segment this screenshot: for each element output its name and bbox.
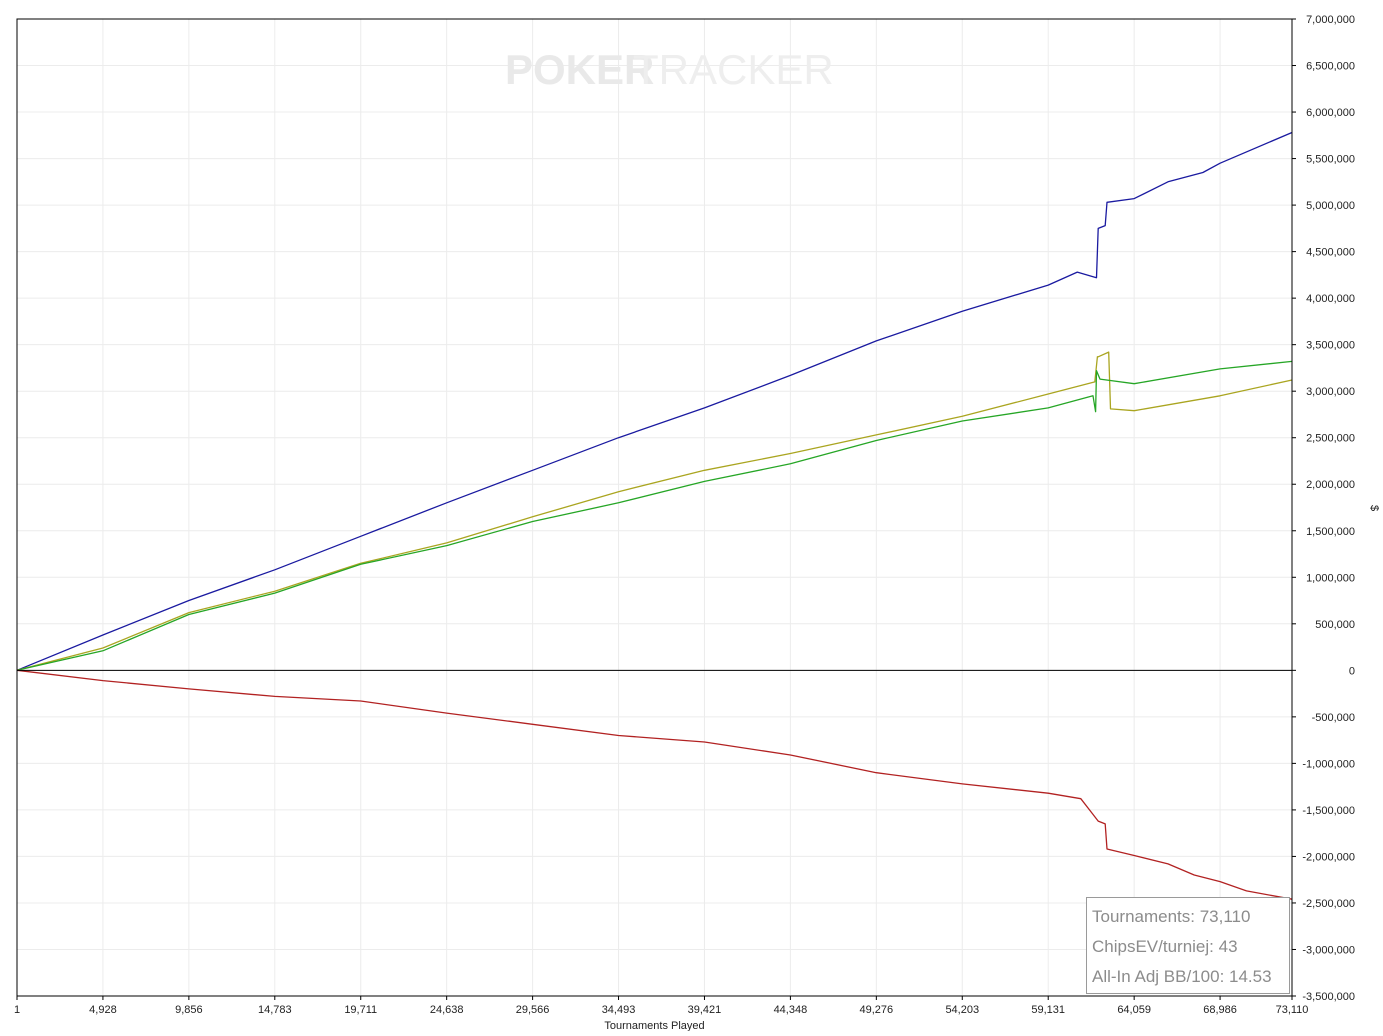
series-lines [16, 131, 1293, 900]
y-tick-label: 5,500,000 [1306, 154, 1355, 166]
x-tick-label: 4,928 [89, 1004, 117, 1016]
y-tick-label: 500,000 [1315, 619, 1355, 631]
x-tick-label: 54,203 [945, 1004, 979, 1016]
x-tick-label: 44,348 [774, 1004, 808, 1016]
series-line-2 [16, 351, 1293, 671]
stats-box: Tournaments: 73,110 ChipsEV/turniej: 43 … [1086, 897, 1290, 994]
x-tick-label: 59,131 [1031, 1004, 1065, 1016]
x-tick-label: 29,566 [516, 1004, 550, 1016]
x-tick-label: 14,783 [258, 1004, 292, 1016]
series-line-3 [16, 360, 1293, 671]
grid [16, 18, 1293, 997]
y-tick-label: 3,000,000 [1306, 386, 1355, 398]
x-tick-label: 1 [14, 1004, 20, 1016]
stat-allin-adj: All-In Adj BB/100: 14.53 [1092, 967, 1272, 986]
watermark-text-poker: POKER [505, 46, 654, 93]
axes: 1 4,928 9,856 14,783 19,711 24,638 29,566 34,49… [14, 14, 1355, 1016]
y-tick-label: 3,500,000 [1306, 340, 1355, 352]
x-axis-title: Tournaments Played [604, 1020, 704, 1031]
y-tick-label: 1,000,000 [1306, 572, 1355, 584]
y-tick-label: 7,000,000 [1306, 14, 1355, 26]
y-tick-label: 4,500,000 [1306, 247, 1355, 259]
x-tick-label: 64,059 [1117, 1004, 1151, 1016]
y-tick-label: -2,500,000 [1302, 898, 1355, 910]
y-tick-label: -500,000 [1312, 712, 1355, 724]
y-tick-label: 4,000,000 [1306, 293, 1355, 305]
x-tick-label: 24,638 [430, 1004, 464, 1016]
y-tick-label: 2,000,000 [1306, 479, 1355, 491]
y-tick-label: 5,000,000 [1306, 200, 1355, 212]
x-tick-label: 34,493 [602, 1004, 636, 1016]
y-tick-label: -1,000,000 [1302, 758, 1355, 770]
x-tick-label: 73,110 [1276, 1004, 1309, 1016]
y-tick-label: 1,500,000 [1306, 526, 1355, 538]
x-tick-label: 49,276 [860, 1004, 894, 1016]
y-tick-label: -1,500,000 [1302, 805, 1355, 817]
x-tick-label: 9,856 [175, 1004, 203, 1016]
y-tick-label: 0 [1349, 665, 1355, 677]
x-tick-label: 39,421 [688, 1004, 722, 1016]
stat-chipsev: ChipsEV/turniej: 43 [1092, 937, 1238, 956]
y-tick-label: -3,500,000 [1302, 991, 1355, 1003]
series-line-1 [16, 131, 1293, 671]
series-line-4 [16, 669, 1293, 900]
y-tick-label: 2,500,000 [1306, 433, 1355, 445]
stat-tournaments: Tournaments: 73,110 [1092, 907, 1251, 926]
watermark-logo: POKER TRACKER [505, 46, 834, 93]
y-tick-label: 6,500,000 [1306, 61, 1355, 73]
watermark-text-tracker: TRACKER [633, 46, 834, 93]
x-tick-label: 68,986 [1203, 1004, 1237, 1016]
y-tick-label: -3,000,000 [1302, 944, 1355, 956]
y-tick-label: 6,000,000 [1306, 107, 1355, 119]
plot-border [16, 18, 1293, 997]
x-tick-label: 19,711 [344, 1004, 377, 1016]
y-axis-title: $ [1368, 505, 1380, 511]
y-tick-label: -2,000,000 [1302, 851, 1355, 863]
